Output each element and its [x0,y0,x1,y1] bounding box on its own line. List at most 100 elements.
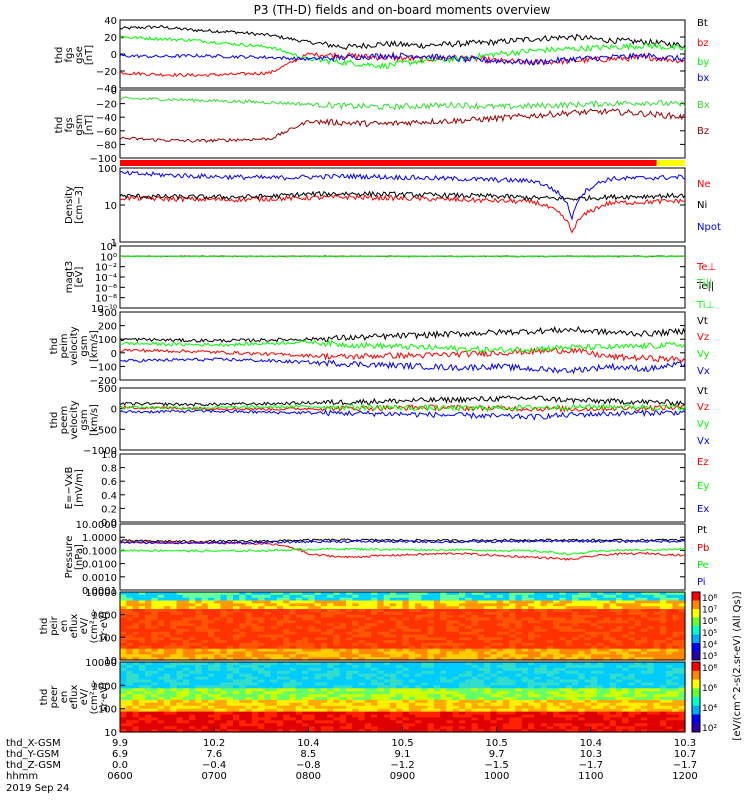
peir_spec-cell [358,648,366,653]
peer_spec-cell [264,699,272,704]
peir_spec-cell [327,648,335,653]
peir_spec-cell [233,594,240,599]
peir_spec-cell [546,648,554,653]
peir_spec-cell [641,594,648,599]
fgs-ytick-label: −20 [96,67,117,78]
peer_spec-cell [402,726,410,730]
peir_spec-cell [647,651,655,655]
peer_spec-cell [615,717,623,721]
peir_spec-cell [258,606,265,610]
peer_spec-cell [276,679,284,683]
peer_spec-cell [189,682,196,686]
peir_spec-cell [628,617,636,621]
peir_spec-cell [289,620,297,624]
peir_spec-cell [502,648,510,653]
peer_spec-cell [509,688,517,692]
peir_spec-cell [465,634,473,638]
peir_spec-cell [233,626,240,630]
peer_spec-cell [327,682,335,686]
peer_spec-cell [446,688,454,692]
peer_spec-cell [176,688,184,692]
peer_spec-cell [446,682,454,686]
peer_spec-cell [264,667,272,672]
peer_spec-cell [214,720,222,724]
peer_spec-cell [484,679,491,683]
peir_spec-cell [609,645,617,650]
peir_spec-cell [145,603,152,607]
peir_spec-cell [534,643,542,647]
peer_spec-cell [182,723,190,727]
peir_spec-cell [521,626,529,630]
peer_spec-cell [433,717,441,721]
peir_spec-cell [672,597,680,602]
peer_spec-cell [427,670,435,675]
peer_spec-cell [622,667,630,672]
peer_spec-cell [622,682,630,686]
peir_spec-cell [578,606,586,610]
peir_spec-cell [440,623,448,627]
peer_spec-cell [590,694,598,698]
peer_spec-cell [465,717,473,721]
peir_spec-cell [182,628,190,633]
peer_spec-cell [572,702,579,707]
peir_spec-cell [415,645,422,650]
peer_spec-cell [239,708,247,713]
peir_spec-cell [465,648,473,653]
peer_spec-cell [220,699,228,704]
peer_spec-cell [515,673,523,678]
peir_spec-cell [603,643,611,647]
peir_spec-cell [358,614,366,619]
peer_spec-cell [339,714,347,718]
peir_spec-cell [389,645,397,650]
peer_spec-cell [546,705,554,710]
peir_spec-cell [270,609,278,613]
peer_spec-cell [408,699,416,704]
peir_spec-cell [540,634,548,638]
peer_spec-cell [415,694,422,698]
peir_spec-cell [245,600,253,604]
peer_spec-cell [201,708,209,713]
peer_spec-cell [521,720,529,724]
peer_spec-cell [383,664,391,669]
peer_spec-cell [408,717,416,721]
peer_spec-cell [364,705,372,710]
peer_spec-cell [377,691,385,695]
peir_spec-cell [509,620,517,624]
peer_spec-cell [182,708,190,713]
peir_spec-cell [314,597,322,602]
pressure-series-Pe [119,547,686,556]
peer_spec-cell [540,670,548,675]
fgs-ylabel-line: fgs [64,47,75,62]
peer_spec-cell [609,691,617,695]
peer_spec-cell [295,729,303,733]
peer_spec-cell [565,729,573,733]
peer_spec-cell [597,685,604,689]
peer_spec-cell [433,679,441,683]
peer_spec-cell [528,679,535,683]
peer_spec-cell [308,699,316,704]
peir_spec-cell [371,620,378,624]
peer_spec-cell [189,705,196,710]
peir_spec-cell [220,643,228,647]
peer_spec-cell [352,667,360,672]
peer_spec-cell [471,662,479,666]
peir_spec-cell [389,594,397,599]
peir_spec-cell [672,606,680,610]
peir_spec-cell [170,592,178,596]
peer_spec-cell [120,723,127,727]
colorbar-bottom-tick: 10⁸ [702,664,717,674]
peir_spec-cell [446,640,454,644]
peer_spec-cell [534,662,542,666]
peir_spec-cell [214,643,222,647]
peer_spec-cell [622,670,630,675]
peir_spec-cell [452,620,460,624]
peer_spec-cell [239,723,247,727]
peir_spec-cell [609,657,617,661]
peir_spec-cell [578,620,586,624]
peir_spec-cell [452,623,460,627]
peir_spec-cell [358,623,366,627]
peir_spec-cell [546,617,554,621]
fgs_gsm-ylabel: thd fgs gsm [nT] [54,114,95,135]
peir_spec-cell [534,657,542,661]
peir_spec-cell [440,654,448,658]
